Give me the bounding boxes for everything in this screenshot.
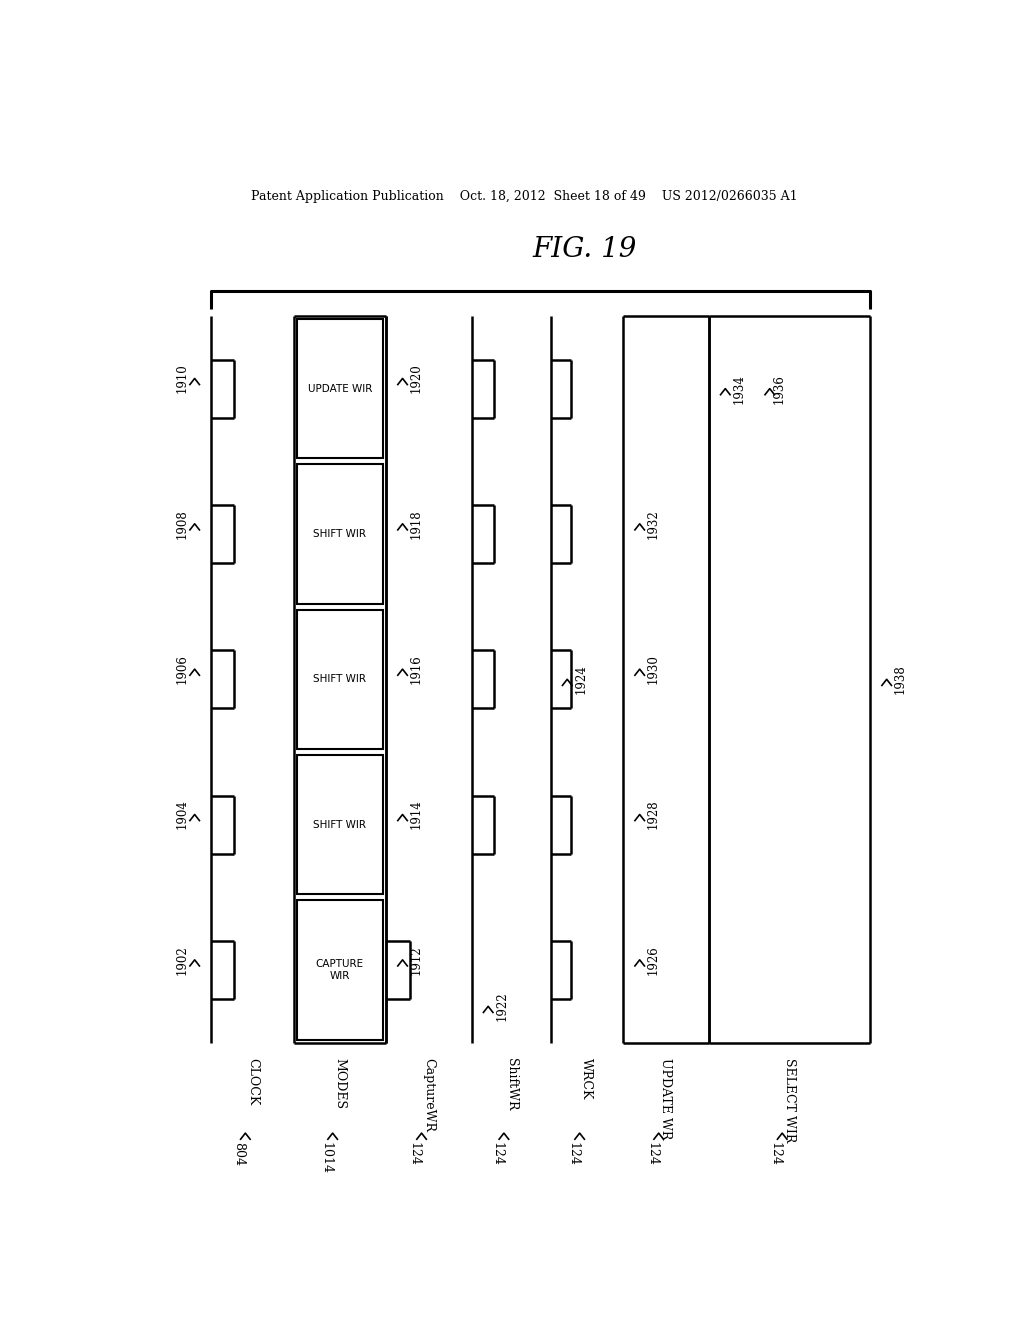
Text: 1910: 1910 bbox=[175, 363, 188, 393]
Text: Patent Application Publication    Oct. 18, 2012  Sheet 18 of 49    US 2012/02660: Patent Application Publication Oct. 18, … bbox=[252, 190, 798, 202]
Text: 1924: 1924 bbox=[574, 664, 588, 694]
Text: 124: 124 bbox=[490, 1142, 503, 1166]
Text: 1912: 1912 bbox=[410, 945, 423, 974]
Text: WRCK: WRCK bbox=[581, 1057, 593, 1100]
Text: MODES: MODES bbox=[333, 1057, 346, 1109]
Text: UPDATE WIR: UPDATE WIR bbox=[307, 384, 372, 393]
Text: SELECT WIR: SELECT WIR bbox=[782, 1057, 796, 1142]
Text: 1928: 1928 bbox=[647, 800, 659, 829]
Text: CAPTURE
WIR: CAPTURE WIR bbox=[315, 960, 364, 981]
Text: 1906: 1906 bbox=[175, 655, 188, 684]
Text: 1918: 1918 bbox=[410, 510, 423, 539]
Text: 124: 124 bbox=[645, 1142, 658, 1166]
Text: CaptureWR: CaptureWR bbox=[422, 1057, 435, 1133]
Text: 1934: 1934 bbox=[732, 374, 745, 404]
Text: SHIFT WIR: SHIFT WIR bbox=[313, 820, 367, 830]
Text: SHIFT WIR: SHIFT WIR bbox=[313, 529, 367, 539]
Text: UPDATE WR: UPDATE WR bbox=[659, 1057, 673, 1139]
Text: 1932: 1932 bbox=[647, 510, 659, 539]
Text: 1926: 1926 bbox=[647, 945, 659, 974]
Text: CLOCK: CLOCK bbox=[246, 1057, 259, 1105]
Text: 1920: 1920 bbox=[410, 363, 423, 393]
Text: FIG. 19: FIG. 19 bbox=[532, 236, 637, 264]
Bar bbox=[297, 900, 383, 1040]
Text: 124: 124 bbox=[769, 1142, 781, 1166]
Bar bbox=[297, 319, 383, 458]
Bar bbox=[297, 755, 383, 894]
Text: SHIFT WIR: SHIFT WIR bbox=[313, 675, 367, 684]
Text: 124: 124 bbox=[566, 1142, 579, 1166]
Text: 1904: 1904 bbox=[175, 800, 188, 829]
Text: 1936: 1936 bbox=[773, 374, 786, 404]
Text: 1930: 1930 bbox=[647, 655, 659, 684]
Text: ShiftWR: ShiftWR bbox=[505, 1057, 517, 1110]
Text: 1938: 1938 bbox=[894, 664, 907, 694]
Bar bbox=[297, 610, 383, 748]
Text: 1914: 1914 bbox=[410, 800, 423, 829]
Text: 1908: 1908 bbox=[175, 510, 188, 539]
Text: 1902: 1902 bbox=[175, 945, 188, 974]
Bar bbox=[297, 465, 383, 603]
Text: 1922: 1922 bbox=[496, 991, 508, 1022]
Text: 1916: 1916 bbox=[410, 655, 423, 684]
Text: 804: 804 bbox=[231, 1142, 245, 1167]
Text: 124: 124 bbox=[408, 1142, 421, 1166]
Text: 1014: 1014 bbox=[319, 1142, 332, 1175]
